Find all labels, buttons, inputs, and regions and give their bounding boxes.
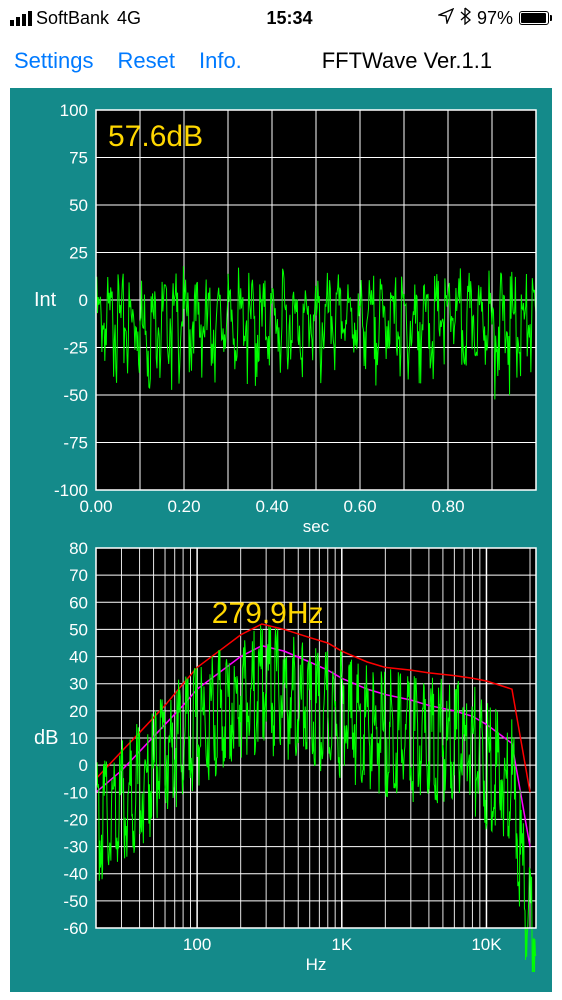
svg-text:0.80: 0.80 <box>431 497 464 516</box>
svg-text:0.60: 0.60 <box>343 497 376 516</box>
location-icon <box>438 8 454 29</box>
svg-text:100: 100 <box>183 935 211 954</box>
status-bar: SoftBank 4G 15:34 97% <box>0 0 562 36</box>
svg-text:60: 60 <box>69 593 88 612</box>
svg-text:0: 0 <box>79 756 88 775</box>
svg-text:0.00: 0.00 <box>79 497 112 516</box>
waveform-chart: -100-75-50-2502550751000.000.200.400.600… <box>24 102 538 534</box>
svg-text:20: 20 <box>69 702 88 721</box>
svg-text:0.20: 0.20 <box>167 497 200 516</box>
svg-text:dB: dB <box>34 727 58 749</box>
carrier-label: SoftBank <box>36 8 109 29</box>
svg-text:-10: -10 <box>63 783 88 802</box>
svg-text:sec: sec <box>303 517 330 534</box>
svg-text:0.40: 0.40 <box>255 497 288 516</box>
status-time: 15:34 <box>266 8 312 29</box>
svg-text:100: 100 <box>60 102 88 120</box>
battery-icon <box>519 11 552 25</box>
svg-text:-50: -50 <box>63 386 88 405</box>
svg-text:10K: 10K <box>471 935 502 954</box>
svg-text:-60: -60 <box>63 919 88 938</box>
reset-button[interactable]: Reset <box>118 48 175 74</box>
svg-text:10: 10 <box>69 729 88 748</box>
svg-text:-25: -25 <box>63 339 88 358</box>
status-left: SoftBank 4G <box>10 8 141 29</box>
app-title: FFTWave Ver.1.1 <box>322 48 492 74</box>
svg-text:75: 75 <box>69 149 88 168</box>
svg-text:70: 70 <box>69 566 88 585</box>
signal-icon <box>10 11 32 26</box>
bluetooth-icon <box>460 7 471 30</box>
nav-bar: Settings Reset Info. FFTWave Ver.1.1 <box>0 36 562 86</box>
svg-text:50: 50 <box>69 620 88 639</box>
svg-text:30: 30 <box>69 675 88 694</box>
svg-text:1K: 1K <box>331 935 352 954</box>
svg-text:0: 0 <box>79 291 88 310</box>
svg-text:-30: -30 <box>63 838 88 857</box>
battery-percent: 97% <box>477 8 513 29</box>
spectrum-chart: -60 -50 -40 -30 -20 -10 0 10 20 30 40 50 60 70 80 100 1K… <box>24 540 538 972</box>
status-right: 97% <box>438 7 552 30</box>
svg-text:40: 40 <box>69 648 88 667</box>
svg-text:80: 80 <box>69 540 88 558</box>
svg-text:Hz: Hz <box>306 955 327 972</box>
svg-text:Int: Int <box>34 289 57 311</box>
svg-text:-20: -20 <box>63 810 88 829</box>
settings-button[interactable]: Settings <box>14 48 94 74</box>
spectrum-hz-readout: 279.9Hz <box>212 597 324 631</box>
svg-text:50: 50 <box>69 196 88 215</box>
svg-text:-75: -75 <box>63 434 88 453</box>
network-label: 4G <box>117 8 141 29</box>
info-button[interactable]: Info. <box>199 48 242 74</box>
chart-container: -10 0 -75 -50 -25 0 25 50 75 100 0.00 0.20 0.40 0.60 0… <box>10 88 552 992</box>
svg-text:-40: -40 <box>63 865 88 884</box>
svg-text:-50: -50 <box>63 892 88 911</box>
svg-text:25: 25 <box>69 244 88 263</box>
waveform-db-readout: 57.6dB <box>108 120 203 154</box>
